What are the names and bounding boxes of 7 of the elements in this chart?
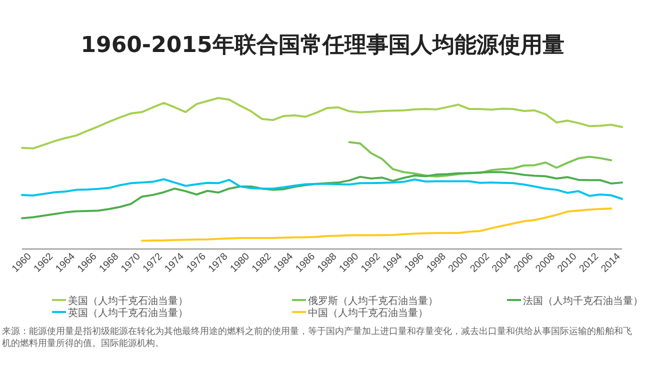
legend-label: 美国（人均千克石油当量）: [68, 295, 188, 307]
legend-label: 中国（人均千克石油当量）: [308, 307, 428, 319]
legend-label: 英国（人均千克石油当量）: [68, 307, 188, 319]
source-note: 来源：能源使用量是指初级能源在转化为其他最终用途的燃料之前的使用量，等于国内产量加上进口量和存量变化，减去出口量和供给从事国际运输的船舶和飞机的燃料用量所得的值。国际能源机构。: [2, 326, 633, 350]
legend-label: 俄罗斯（人均千克石油当量）: [308, 295, 438, 307]
legend-label: 法国（人均千克石油当量）: [523, 295, 643, 307]
chart-title: 1960-2015年联合国常任理事国人均能源使用量: [80, 33, 564, 58]
